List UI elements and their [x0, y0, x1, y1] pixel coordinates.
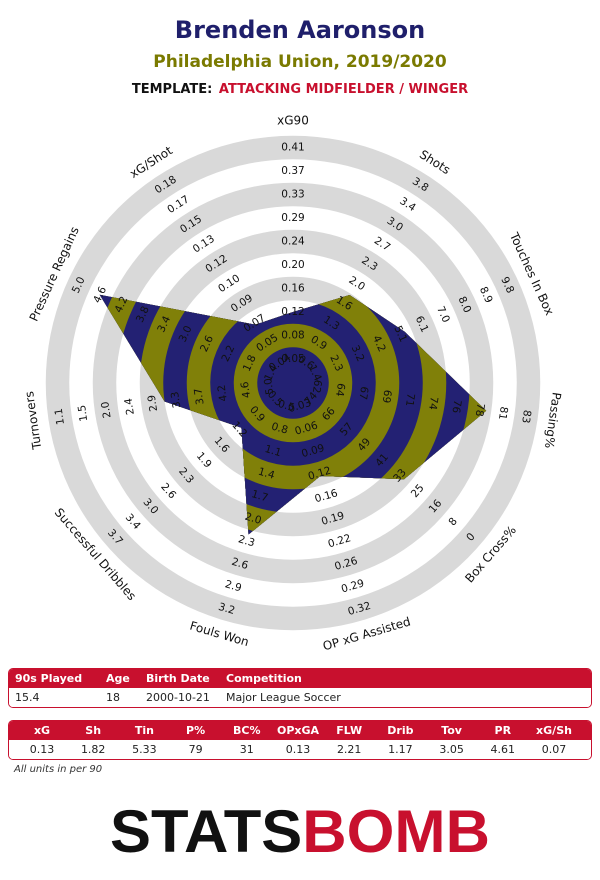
header-cell: Birth Date	[146, 672, 210, 685]
tick-label: 78	[473, 402, 487, 417]
tick-label: 2.9	[224, 578, 243, 594]
header-row: 90s Played Age Birth Date Competition	[9, 669, 591, 688]
tick-label: 0.37	[281, 165, 304, 177]
tick-label: 76	[449, 399, 463, 414]
table-cell: 0.13	[285, 743, 311, 756]
table-cell: 18	[106, 691, 120, 704]
tick-label: 4.6	[239, 380, 253, 399]
header-cell: FLW	[336, 724, 363, 737]
tick-label: 0.16	[281, 283, 305, 295]
logo: STATSBOMB	[110, 798, 490, 865]
table-cell: 2000-10-21	[146, 691, 210, 704]
table-cell: 31	[239, 743, 254, 756]
tick-label: 81	[496, 406, 510, 421]
stats-table: xG Sh Tin P% BC% OPxGA FLW Drib Tov PR xG/Sh 0.13 1.…	[8, 720, 592, 760]
tick-label: 0.33	[281, 189, 304, 201]
subtitle: Philadelphia Union, 2019/2020	[153, 52, 447, 72]
tick-label: 4.2	[216, 384, 230, 402]
tick-label: 0.12	[281, 306, 304, 318]
tick-label: 2.0	[99, 401, 113, 419]
tick-label: 74	[426, 396, 440, 411]
header-cell: Age	[106, 672, 130, 685]
tick-label: 1.5	[76, 404, 90, 422]
tick-label: 0.05	[281, 353, 304, 365]
header-cell: Tov	[441, 724, 462, 737]
header-cell: 90s Played	[15, 672, 83, 685]
tick-label: 67	[356, 386, 370, 401]
logo-text: STATSBOMB	[110, 798, 490, 865]
header-row: xG Sh Tin P% BC% OPxGA FLW Drib Tov PR xG/Sh	[9, 721, 591, 740]
header-cell: xG/Sh	[536, 724, 572, 737]
tick-label: 69	[380, 389, 394, 404]
template-label: TEMPLATE:	[131, 82, 213, 97]
tick-label: 2.6	[230, 556, 250, 572]
header-cell: Sh	[85, 724, 102, 737]
header-cell: xG	[33, 724, 51, 737]
tick-label: 2.9	[146, 394, 160, 412]
header-cell: Tin	[134, 724, 154, 737]
header-cell: PR	[494, 724, 512, 737]
tick-label: 83	[519, 409, 533, 424]
table-cell: 3.05	[439, 743, 464, 756]
tick-label: 5.0	[262, 377, 276, 395]
tick-label: 0.24	[281, 236, 305, 248]
header-cell: OPxGA	[276, 724, 320, 737]
radar-chart: 0.05 0.08 0.12 0.16 0.20 0.24 0.29 0.33 0.37 0.41…	[22, 114, 564, 651]
tick-label: 0.29	[281, 212, 304, 224]
table-cell: 2.21	[336, 743, 362, 756]
axis-name: xG90	[277, 114, 309, 128]
tick-label: 0.08	[281, 330, 304, 342]
tick-label: 0.8	[270, 420, 289, 436]
table-cell: 1.17	[388, 743, 413, 756]
template-name: ATTACKING MIDFIELDER / WINGER	[218, 82, 469, 97]
table-cell: 4.61	[490, 743, 516, 756]
tick-label: 1.1	[263, 443, 282, 459]
tick-label: 2.0	[243, 511, 262, 527]
tick-label: 0.20	[281, 259, 304, 271]
tick-label: 62	[310, 379, 324, 394]
logo-part: STATS	[110, 798, 302, 865]
table-row: 15.4 18 2000-10-21 Major League Soccer	[9, 688, 591, 707]
tick-label: 71	[403, 392, 417, 407]
table-cell: Major League Soccer	[226, 691, 341, 704]
header-cell: P%	[186, 724, 206, 737]
table-cell: 0.13	[29, 743, 55, 756]
tick-label: 0.41	[281, 142, 304, 154]
axis-name: Turnovers	[22, 390, 44, 451]
title: Brenden Aaronson	[174, 16, 426, 44]
logo-part: BOMB	[302, 798, 490, 865]
tick-label: 2.3	[237, 533, 256, 549]
info-table: 90s Played Age Birth Date Competition 15.4 18…	[8, 668, 592, 708]
radar-ring	[257, 347, 329, 419]
axis-name: Passing%	[542, 391, 564, 449]
table-cell: 15.4	[15, 691, 40, 704]
tick-label: 1.1	[53, 407, 67, 425]
table-cell: 5.33	[132, 743, 157, 756]
table-cell: 79	[188, 743, 203, 756]
tick-label: 1.4	[257, 466, 277, 482]
tick-label: 3.3	[169, 391, 183, 409]
tick-label: 1.7	[250, 488, 269, 504]
header-cell: Competition	[226, 672, 302, 685]
tick-label: 0.5	[277, 398, 296, 414]
table-cell: 1.82	[80, 743, 106, 756]
footnote: All units in per 90	[14, 764, 103, 775]
header-cell: Drib	[387, 724, 414, 737]
header-cell: BC%	[233, 724, 261, 737]
table-cell: 0.07	[541, 743, 567, 756]
tick-label: 64	[333, 382, 347, 397]
template-line: TEMPLATE: ATTACKING MIDFIELDER / WINGER	[0, 82, 600, 97]
table-row: 0.13 1.82 5.33 79 31 0.13 2.21 1.17 3.05 4.61 0.07	[9, 740, 591, 759]
tick-label: 2.4	[123, 397, 137, 416]
tick-label: 3.2	[217, 601, 236, 617]
tick-label: 3.7	[192, 387, 206, 405]
